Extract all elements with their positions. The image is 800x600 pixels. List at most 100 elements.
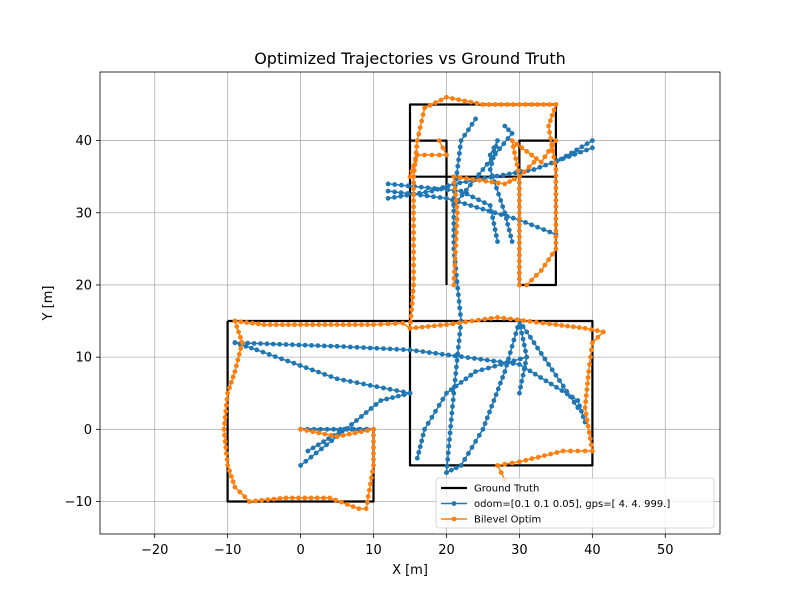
odom-path: [446, 320, 521, 474]
bilevel-optim-point: [409, 307, 414, 313]
bilevel-optim-point: [411, 163, 416, 169]
odom-point: [381, 346, 386, 351]
odom-point: [465, 355, 471, 360]
odom-point: [568, 394, 573, 400]
odom-point: [511, 337, 517, 343]
bilevel-optim-point: [552, 160, 558, 166]
odom-point: [498, 212, 504, 218]
bilevel-optim-point: [410, 288, 416, 294]
odom-point: [338, 426, 343, 432]
bilevel-optim-point: [517, 258, 522, 264]
bilevel-optim-point: [232, 484, 238, 490]
bilevel-optim-point: [356, 506, 362, 512]
bilevel-optim-point: [298, 426, 303, 432]
odom-point: [305, 448, 311, 454]
bilevel-optim-point: [469, 318, 475, 324]
odom-point: [450, 397, 456, 403]
odom-point: [432, 186, 437, 191]
bilevel-optim-point: [411, 192, 416, 198]
odom-point: [392, 194, 397, 200]
bilevel-optim-point: [416, 131, 422, 137]
odom-point: [474, 205, 480, 210]
bilevel-optim-point: [560, 448, 566, 454]
bilevel-optim-point: [230, 479, 236, 485]
bilevel-optim-point: [419, 324, 425, 330]
bilevel-optim-point: [551, 107, 557, 113]
odom-point: [456, 292, 461, 298]
odom-point: [476, 197, 481, 203]
odom-point: [498, 380, 503, 386]
bilevel-optim-point: [517, 246, 522, 252]
bilevel-optim-point: [486, 102, 492, 107]
odom-point: [489, 161, 495, 167]
odom-point: [450, 197, 455, 203]
odom-point: [446, 352, 451, 358]
odom-point: [447, 430, 453, 436]
bilevel-optim-point: [314, 495, 320, 501]
bilevel-optim-point: [468, 99, 474, 105]
odom-point: [579, 144, 585, 150]
bilevel-optim-point: [234, 324, 240, 329]
bilevel-optim-point: [517, 234, 522, 240]
bilevel-optim-point: [517, 222, 522, 228]
bilevel-optim-point: [237, 489, 243, 495]
odom-path: [300, 392, 411, 466]
bilevel-optim-point: [514, 317, 520, 323]
bilevel-optim-point: [582, 448, 588, 454]
odom-point: [341, 344, 347, 349]
bilevel-optim-point: [238, 334, 243, 340]
odom-point: [492, 210, 498, 216]
odom-point: [466, 451, 471, 456]
bilevel-optim-point: [261, 322, 267, 328]
odom-point: [574, 147, 580, 153]
odom-point: [571, 399, 577, 405]
odom-point: [321, 343, 327, 349]
odom-point: [454, 279, 460, 285]
odom-point: [532, 371, 538, 377]
bilevel-optim-point: [547, 129, 552, 135]
chart-title: Optimized Trajectories vs Ground Truth: [254, 49, 566, 68]
bilevel-optim-point: [482, 316, 488, 322]
x-tick-label: −20: [141, 543, 168, 558]
odom-point: [457, 331, 463, 337]
bilevel-optim-point: [512, 150, 517, 156]
bilevel-optim-point: [549, 112, 555, 118]
odom-point: [251, 341, 257, 346]
odom-point: [473, 369, 478, 374]
bilevel-optim-point: [328, 322, 334, 328]
odom-point: [535, 224, 540, 230]
bilevel-optim-point: [224, 457, 230, 462]
odom-point: [564, 389, 570, 394]
bilevel-optim-point: [534, 272, 539, 278]
bilevel-optim-point: [411, 243, 416, 249]
odom-point: [310, 367, 315, 373]
odom-point: [417, 444, 423, 450]
odom-point: [425, 420, 431, 426]
odom-point: [493, 392, 499, 398]
bilevel-optim-point: [250, 320, 255, 326]
bilevel-optim-point: [575, 448, 581, 454]
bilevel-optim-point: [411, 276, 416, 281]
bilevel-optim-point: [322, 431, 328, 437]
bilevel-optim-point: [549, 251, 555, 257]
odom-point: [538, 351, 544, 356]
bilevel-optim-point: [509, 460, 515, 466]
bilevel-optim-point: [271, 496, 277, 502]
bilevel-optim-point: [470, 177, 476, 182]
bilevel-optim-point: [247, 499, 252, 504]
odom-point: [531, 340, 537, 346]
odom-point: [479, 367, 485, 373]
odom-point: [310, 445, 316, 451]
odom-point: [437, 195, 443, 200]
bilevel-optim-point: [504, 102, 510, 107]
bilevel-optim-point: [370, 469, 375, 474]
bilevel-optim-point: [585, 381, 590, 386]
bilevel-optim-point: [451, 174, 457, 180]
x-axis-label: X [m]: [392, 563, 428, 578]
bilevel-optim-point: [517, 240, 522, 246]
bilevel-optim-point: [535, 102, 540, 107]
bilevel-optim-point: [225, 390, 231, 396]
bilevel-optim-point: [224, 451, 229, 456]
bilevel-optim-point: [234, 363, 239, 369]
y-tick-label: 10: [75, 351, 92, 366]
